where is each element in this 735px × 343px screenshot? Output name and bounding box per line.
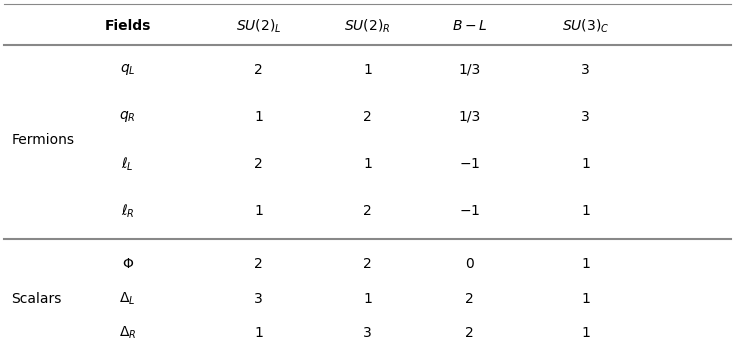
Text: 1: 1 xyxy=(363,63,372,77)
Text: Scalars: Scalars xyxy=(12,292,62,306)
Text: 3: 3 xyxy=(254,292,263,306)
Text: 1: 1 xyxy=(254,110,263,124)
Text: Fields: Fields xyxy=(104,19,151,33)
Text: 1/3: 1/3 xyxy=(458,63,481,77)
Text: 3: 3 xyxy=(363,326,372,340)
Text: 1: 1 xyxy=(581,292,590,306)
Text: 0: 0 xyxy=(465,257,473,271)
Text: $\ell_R$: $\ell_R$ xyxy=(121,202,135,220)
Text: $\mathit{SU}(2)_R$: $\mathit{SU}(2)_R$ xyxy=(344,17,391,35)
Text: 1: 1 xyxy=(581,204,590,218)
Text: $\mathit{B}-\mathit{L}$: $\mathit{B}-\mathit{L}$ xyxy=(451,19,487,33)
Text: $\ell_L$: $\ell_L$ xyxy=(121,155,134,173)
Text: 1: 1 xyxy=(581,326,590,340)
Text: $-1$: $-1$ xyxy=(459,157,480,171)
Text: $-1$: $-1$ xyxy=(459,204,480,218)
Text: 2: 2 xyxy=(363,204,372,218)
Text: 2: 2 xyxy=(465,292,473,306)
Text: 2: 2 xyxy=(254,63,263,77)
Text: $q_R$: $q_R$ xyxy=(119,109,136,125)
Text: $\Delta_L$: $\Delta_L$ xyxy=(120,291,136,307)
Text: 2: 2 xyxy=(465,326,473,340)
Text: 2: 2 xyxy=(363,257,372,271)
Text: 1: 1 xyxy=(581,157,590,171)
Text: 1: 1 xyxy=(363,157,372,171)
Text: 2: 2 xyxy=(363,110,372,124)
Text: $q_L$: $q_L$ xyxy=(120,62,135,78)
Text: $\mathit{SU}(3)_C$: $\mathit{SU}(3)_C$ xyxy=(562,17,609,35)
Text: Fermions: Fermions xyxy=(12,133,74,147)
Text: $\Phi$: $\Phi$ xyxy=(121,257,134,271)
Text: 1: 1 xyxy=(254,204,263,218)
Text: $\Delta_R$: $\Delta_R$ xyxy=(119,325,137,341)
Text: 3: 3 xyxy=(581,110,590,124)
Text: 1: 1 xyxy=(363,292,372,306)
Text: 1/3: 1/3 xyxy=(458,110,481,124)
Text: 2: 2 xyxy=(254,157,263,171)
Text: $\mathit{SU}(2)_L$: $\mathit{SU}(2)_L$ xyxy=(236,17,282,35)
Text: 1: 1 xyxy=(581,257,590,271)
Text: 2: 2 xyxy=(254,257,263,271)
Text: 3: 3 xyxy=(581,63,590,77)
Text: 1: 1 xyxy=(254,326,263,340)
